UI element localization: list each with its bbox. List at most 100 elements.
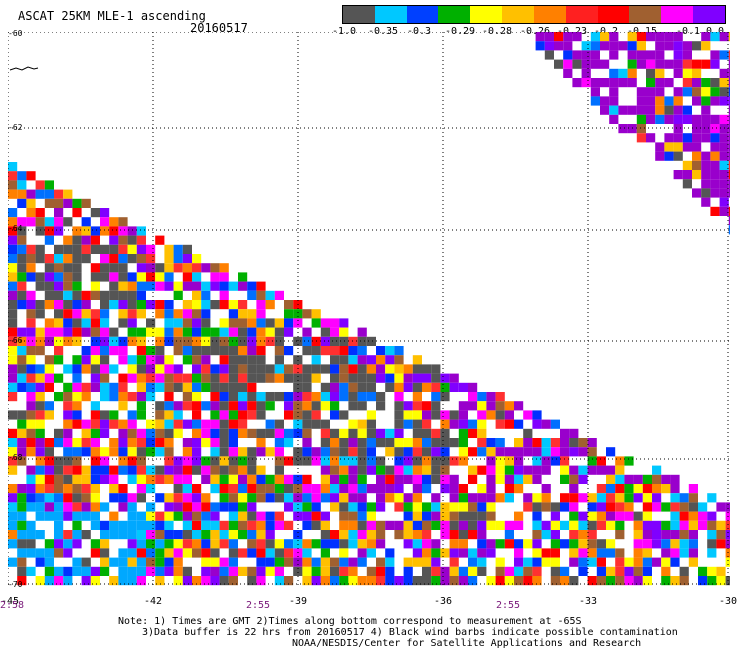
data-cell (63, 484, 73, 494)
data-cell (146, 254, 156, 264)
data-cell (670, 511, 680, 521)
data-cell (44, 401, 54, 411)
data-cell (118, 465, 128, 475)
data-cell (728, 114, 730, 124)
data-cell (569, 484, 579, 494)
data-cell (8, 447, 18, 457)
data-cell (26, 438, 36, 448)
data-cell (431, 410, 441, 420)
data-cell (664, 59, 674, 69)
data-cell (458, 447, 468, 457)
data-cell (210, 520, 220, 530)
data-cell (247, 474, 257, 484)
data-cell (701, 197, 711, 207)
data-cell (109, 300, 119, 310)
data-cell (394, 484, 404, 494)
data-cell (627, 41, 637, 51)
data-cell (302, 493, 312, 503)
data-cell (394, 502, 404, 512)
data-cell (118, 382, 128, 392)
data-cell (698, 566, 708, 576)
data-cell (348, 520, 358, 530)
data-cell (532, 548, 542, 558)
data-cell (35, 281, 45, 291)
data-cell (228, 355, 238, 365)
data-cell (670, 576, 680, 586)
data-cell (670, 474, 680, 484)
data-cell (210, 272, 220, 282)
data-cell (17, 254, 27, 264)
data-cell (636, 96, 646, 106)
data-cell (256, 557, 266, 567)
data-cell (201, 548, 211, 558)
data-cell (682, 78, 692, 88)
data-cell (701, 96, 711, 106)
data-cell (63, 198, 73, 208)
data-cell (26, 548, 36, 558)
data-cell (81, 530, 91, 540)
data-cell (311, 318, 321, 328)
data-cell (692, 41, 702, 51)
data-cell (274, 447, 284, 457)
data-cell (72, 410, 82, 420)
data-cell (201, 557, 211, 567)
data-cell (523, 474, 533, 484)
data-cell (627, 32, 637, 42)
data-cell (26, 254, 36, 264)
data-cell (26, 263, 36, 273)
data-cell (182, 272, 192, 282)
data-cell (8, 189, 18, 199)
data-cell (192, 410, 202, 420)
colorbar-segment (470, 6, 503, 23)
data-cell (201, 327, 211, 337)
data-cell (403, 419, 413, 429)
data-cell (422, 502, 432, 512)
data-cell (63, 189, 73, 199)
data-cell (707, 520, 717, 530)
data-cell (569, 465, 579, 475)
data-cell (572, 32, 582, 42)
data-cell (274, 520, 284, 530)
data-cell (173, 502, 183, 512)
data-cell (311, 410, 321, 420)
data-cell (486, 447, 496, 457)
data-cell (265, 336, 275, 346)
data-cell (81, 484, 91, 494)
data-cell (228, 465, 238, 475)
data-cell (615, 456, 625, 466)
data-cell (627, 78, 637, 88)
data-cell (532, 557, 542, 567)
data-cell (164, 327, 174, 337)
data-cell (606, 511, 616, 521)
data-cell (701, 179, 711, 189)
data-cell (54, 254, 64, 264)
data-cell (219, 428, 229, 438)
data-cell (569, 539, 579, 549)
data-cell (320, 438, 330, 448)
data-cell (682, 170, 692, 180)
data-cell (403, 465, 413, 475)
data-cell (403, 438, 413, 448)
data-cell (330, 456, 340, 466)
data-cell (302, 511, 312, 521)
data-cell (403, 364, 413, 374)
data-cell (26, 530, 36, 540)
data-cell (164, 281, 174, 291)
data-cell (8, 428, 18, 438)
data-cell (394, 520, 404, 530)
data-cell (633, 576, 643, 586)
data-cell (412, 438, 422, 448)
data-cell (431, 566, 441, 576)
data-cell (210, 447, 220, 457)
data-cell (587, 548, 597, 558)
data-cell (633, 493, 643, 503)
data-cell (339, 576, 349, 586)
data-cell (146, 557, 156, 567)
data-cell (8, 180, 18, 190)
data-cell (173, 336, 183, 346)
data-cell (136, 364, 146, 374)
data-cell (210, 300, 220, 310)
data-cell (339, 493, 349, 503)
data-cell (596, 511, 606, 521)
data-cell (256, 493, 266, 503)
